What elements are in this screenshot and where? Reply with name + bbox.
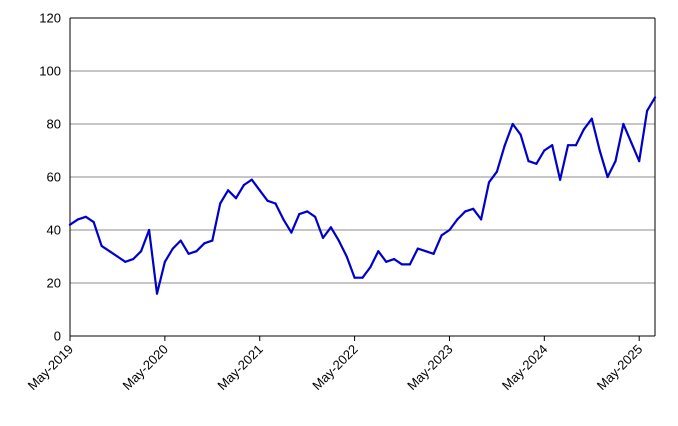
data-point-2025-03 (622, 122, 625, 126)
data-point-2021-04 (250, 178, 253, 181)
data-point-2019-07 (84, 215, 87, 218)
x-tick-label-May-2023: May-2023 (404, 342, 455, 393)
data-point-2021-09 (290, 231, 293, 234)
data-point-2024-10 (582, 128, 586, 131)
y-tick-label-0: 0 (54, 329, 61, 344)
x-tick-label-May-2021: May-2021 (214, 342, 265, 393)
data-point-2020-07 (179, 239, 182, 242)
data-point-2023-03 (432, 252, 435, 255)
data-point-2022-08 (377, 250, 380, 253)
data-point-2024-08 (566, 144, 570, 147)
data-point-2024-12 (598, 149, 601, 152)
data-point-2022-06 (361, 276, 364, 279)
data-point-2021-10 (298, 213, 301, 216)
data-point-2025-05 (638, 160, 641, 163)
data-point-2020-12 (219, 202, 222, 205)
data-point-2024-02 (519, 133, 522, 136)
data-point-2023-09 (480, 218, 483, 221)
data-point-2024-05 (543, 149, 546, 152)
data-point-2025-06 (646, 109, 649, 112)
data-point-2022-11 (400, 263, 404, 266)
data-point-2020-10 (203, 242, 206, 245)
data-point-2021-03 (242, 183, 245, 187)
data-point-2025-01 (606, 175, 609, 179)
data-point-2023-07 (464, 210, 467, 213)
data-point-2021-01 (227, 189, 230, 192)
data-point-2021-11 (306, 210, 309, 213)
data-point-2023-01 (416, 247, 419, 250)
data-point-2022-04 (345, 255, 348, 258)
data-point-2020-09 (195, 250, 198, 253)
data-point-2019-10 (108, 250, 111, 253)
data-point-2021-06 (266, 199, 269, 202)
x-tick-labels: May-2019 May-2020 May-2021 May-2022 May-2023… (25, 342, 646, 393)
data-point-2022-07 (369, 266, 372, 269)
data-point-2020-08 (187, 252, 190, 255)
data-point-2024-11 (590, 117, 593, 120)
data-point-2024-04 (535, 162, 538, 165)
data-point-2019-09 (100, 244, 103, 247)
data-point-2020-03 (148, 228, 151, 232)
data-point-2021-07 (274, 202, 277, 205)
data-point-2023-04 (440, 234, 443, 237)
data-point-2020-06 (171, 247, 174, 250)
axes (69, 17, 656, 341)
data-point-2021-05 (258, 189, 261, 192)
data-point-2023-12 (503, 144, 506, 147)
data-point-2019-06 (76, 218, 79, 221)
data-point-2019-11 (116, 255, 119, 258)
data-point-2024-06 (551, 144, 554, 147)
data-point-2022-10 (393, 258, 396, 261)
data-point-2021-12 (314, 215, 317, 218)
data-point-2019-08 (92, 221, 95, 224)
data-point-2025-02 (614, 160, 617, 163)
y-tick-label-20: 20 (47, 276, 61, 291)
x-tick-label-May-2024: May-2024 (499, 342, 550, 393)
data-point-2021-08 (282, 218, 285, 221)
data-point-2023-02 (424, 250, 427, 253)
data-point-2023-05 (448, 228, 451, 232)
data-point-2025-07 (653, 96, 657, 99)
data-point-2020-11 (211, 239, 214, 242)
data-point-2019-12 (124, 260, 127, 263)
y-tick-label-120: 120 (39, 11, 61, 26)
y-tick-labels: 0 20 40 60 80 100 120 (39, 11, 61, 344)
data-point-2021-02 (234, 197, 238, 200)
data-point-2025-04 (630, 141, 633, 144)
data-point-2023-11 (495, 170, 498, 173)
y-tick-label-60: 60 (47, 170, 61, 185)
data-point-2024-07 (559, 178, 562, 181)
x-tick-label-May-2019: May-2019 (25, 342, 76, 393)
x-tick-label-May-2025: May-2025 (594, 342, 645, 393)
data-point-2022-12 (408, 263, 411, 266)
y-tick-label-80: 80 (47, 117, 61, 132)
data-point-2024-03 (527, 160, 530, 163)
data-point-2020-02 (140, 250, 143, 253)
data-point-2023-08 (472, 207, 475, 210)
y-tick-label-40: 40 (47, 223, 61, 238)
data-point-2019-05 (68, 223, 72, 226)
data-point-2022-09 (385, 260, 388, 263)
data-point-2020-01 (132, 258, 135, 261)
data-point-2022-02 (329, 226, 332, 229)
data-point-2024-01 (511, 122, 514, 126)
series-line-0 (68, 96, 657, 295)
data-point-2023-06 (456, 218, 459, 221)
data-point-2020-05 (163, 260, 166, 263)
data-point-2022-05 (353, 276, 356, 279)
data-point-2022-01 (321, 236, 325, 239)
series-layer (68, 96, 657, 295)
x-tick-label-May-2020: May-2020 (119, 342, 170, 393)
data-point-2024-09 (574, 144, 578, 147)
y-tick-label-100: 100 (39, 64, 61, 79)
data-point-2022-03 (337, 239, 340, 242)
x-tick-label-May-2022: May-2022 (309, 342, 360, 393)
data-point-2023-10 (487, 181, 491, 184)
data-point-2020-04 (155, 292, 159, 295)
